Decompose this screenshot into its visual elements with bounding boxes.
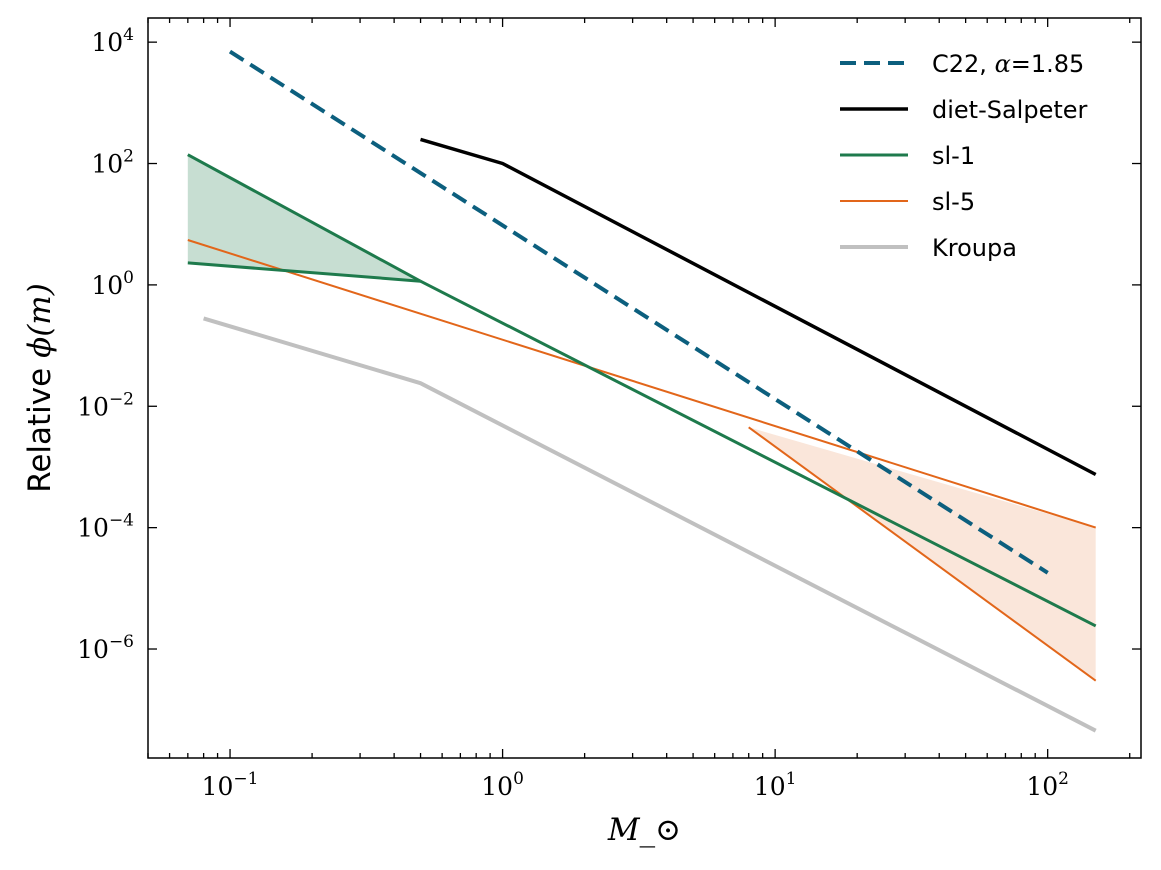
series-line-sl-1-extra-0 xyxy=(187,153,422,283)
y-axis-title: Relative ϕ(m) xyxy=(22,283,58,493)
legend-label-diet-salpeter: diet-Salpeter xyxy=(932,96,1088,124)
x-axis-title: M_⊙ xyxy=(607,812,681,848)
series-line-c22 xyxy=(228,49,1049,575)
series-line-sl-1 xyxy=(419,279,1097,628)
legend-label-c22-1-85: C22, α=1.85 xyxy=(932,50,1084,78)
legend: C22, α=1.85 diet-Salpeter sl-1 sl-5 Kroupa xyxy=(840,50,1088,262)
plot-area xyxy=(187,49,1097,733)
legend-label-sl-5: sl-5 xyxy=(932,188,975,216)
axes: 10−6 10−4 10−2 100 102 104 10−1 100 101 102 M_⊙ Rel… xyxy=(22,17,1142,848)
y-tick-label: 10−2 xyxy=(77,389,134,421)
legend-label-kroupa: Kroupa xyxy=(932,234,1017,262)
series-line-kroupa xyxy=(203,316,1097,733)
series-line-sl-5 xyxy=(187,239,1097,529)
y-tick-label: 10−4 xyxy=(77,511,134,543)
x-tick-label: 100 xyxy=(481,769,524,801)
x-tick-label: 10−1 xyxy=(202,769,259,801)
x-tick-label: 101 xyxy=(754,769,797,801)
y-tick-label: 100 xyxy=(91,268,134,300)
series-line-diet-salpeter xyxy=(420,137,1097,477)
series-line-sl-5-extra-0 xyxy=(748,426,1097,682)
x-tick-label: 102 xyxy=(1026,769,1069,801)
plot-frame xyxy=(147,17,1142,759)
y-tick-label: 102 xyxy=(91,147,134,179)
legend-label-sl-1: sl-1 xyxy=(932,142,975,170)
series-line-sl-1-extra-1 xyxy=(187,261,421,283)
plot-content xyxy=(187,49,1097,733)
y-tick-label: 10−6 xyxy=(77,632,134,664)
y-tick-label: 104 xyxy=(91,25,134,57)
